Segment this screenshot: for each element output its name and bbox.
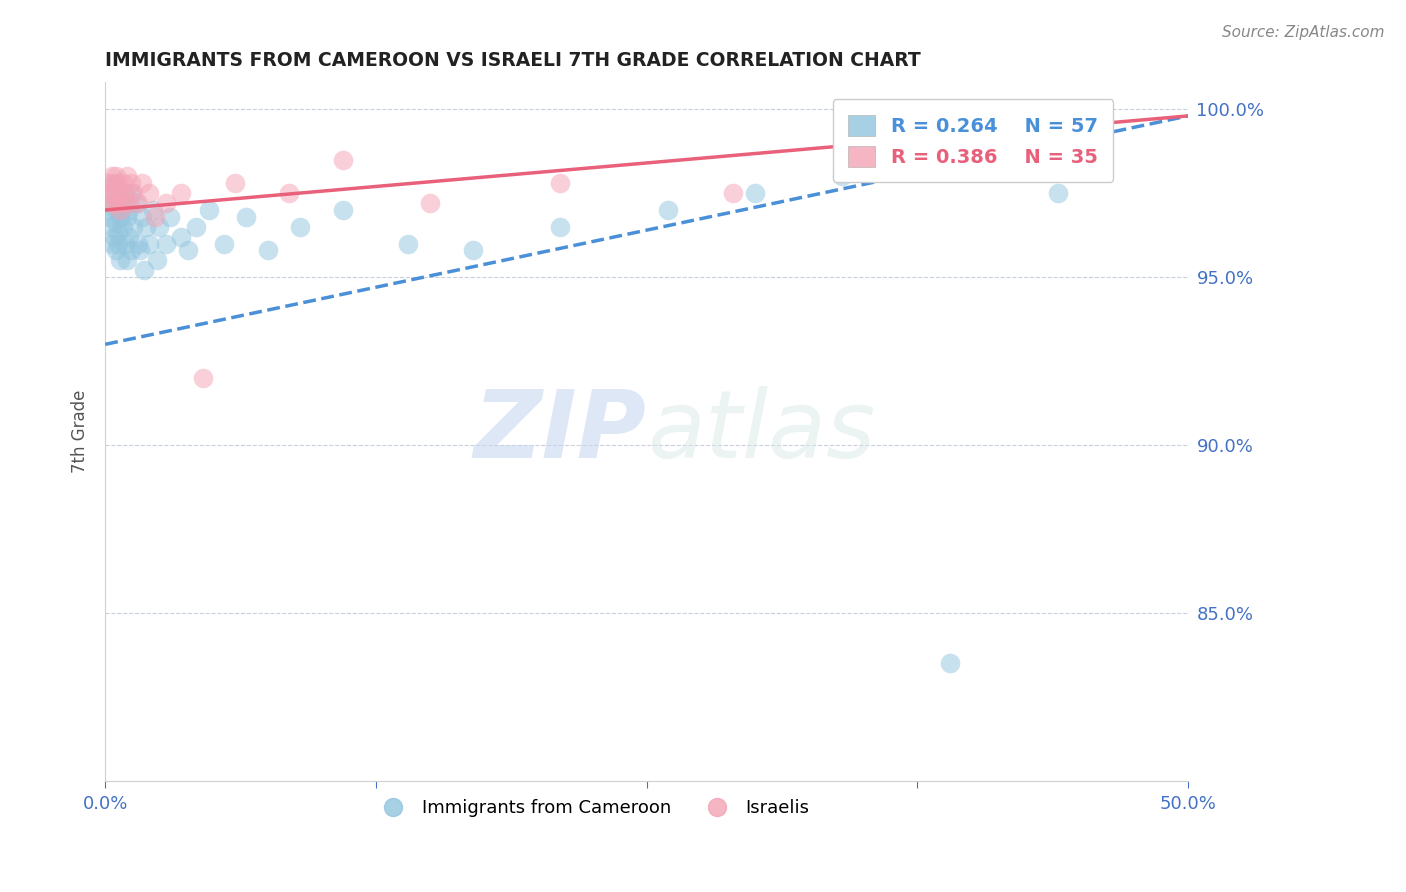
Point: [110, 202, 132, 217]
Point: [146, 253, 169, 268]
Point: [114, 186, 136, 201]
Point: [114, 186, 136, 201]
Point: [103, 176, 125, 190]
Point: [120, 186, 142, 201]
Point: [107, 236, 129, 251]
Point: [396, 236, 419, 251]
Point: [100, 169, 122, 184]
Point: [214, 236, 236, 251]
Point: [176, 244, 198, 258]
Point: [186, 219, 208, 234]
Point: [110, 210, 132, 224]
Point: [155, 236, 177, 251]
Point: [105, 216, 128, 230]
Point: [127, 196, 149, 211]
Point: [155, 196, 177, 211]
Point: [159, 210, 181, 224]
Point: [419, 196, 441, 211]
Point: [105, 169, 128, 184]
Point: [114, 236, 136, 251]
Point: [115, 253, 138, 268]
Point: [332, 202, 354, 217]
Point: [111, 202, 134, 217]
Point: [191, 371, 214, 385]
Point: [98, 186, 121, 201]
Point: [103, 176, 125, 190]
Point: [939, 657, 962, 671]
Point: [744, 186, 766, 201]
Point: [100, 236, 122, 251]
Point: [723, 186, 745, 201]
Point: [1090, 119, 1112, 133]
Point: [127, 236, 149, 251]
Point: [115, 169, 138, 184]
Point: [917, 143, 939, 157]
Point: [235, 210, 257, 224]
Point: [120, 244, 142, 258]
Point: [111, 176, 134, 190]
Point: [120, 176, 142, 190]
Y-axis label: 7th Grade: 7th Grade: [72, 390, 89, 474]
Point: [118, 230, 141, 244]
Point: [96, 202, 118, 217]
Point: [111, 196, 134, 211]
Point: [105, 202, 128, 217]
Point: [131, 210, 153, 224]
Point: [548, 176, 571, 190]
Point: [131, 176, 153, 190]
Point: [135, 219, 157, 234]
Point: [198, 202, 221, 217]
Point: [128, 244, 150, 258]
Point: [122, 219, 145, 234]
Text: atlas: atlas: [647, 386, 875, 477]
Text: Source: ZipAtlas.com: Source: ZipAtlas.com: [1222, 25, 1385, 40]
Text: IMMIGRANTS FROM CAMEROON VS ISRAELI 7TH GRADE CORRELATION CHART: IMMIGRANTS FROM CAMEROON VS ISRAELI 7TH …: [105, 51, 921, 70]
Point: [107, 176, 129, 190]
Text: ZIP: ZIP: [474, 385, 647, 478]
Point: [657, 202, 679, 217]
Point: [278, 186, 301, 201]
Point: [107, 196, 129, 211]
Point: [107, 186, 129, 201]
Point: [110, 196, 132, 211]
Point: [107, 227, 129, 241]
Point: [105, 186, 128, 201]
Point: [98, 196, 121, 211]
Point: [100, 219, 122, 234]
Point: [98, 186, 121, 201]
Point: [122, 186, 145, 201]
Point: [111, 219, 134, 234]
Point: [148, 219, 170, 234]
Point: [138, 236, 160, 251]
Point: [110, 253, 132, 268]
Point: [103, 230, 125, 244]
Point: [143, 210, 166, 224]
Point: [170, 230, 193, 244]
Point: [170, 186, 193, 201]
Point: [463, 244, 485, 258]
Point: [831, 169, 853, 184]
Legend: Immigrants from Cameroon, Israelis: Immigrants from Cameroon, Israelis: [368, 792, 817, 824]
Point: [100, 186, 122, 201]
Point: [105, 244, 128, 258]
Point: [118, 202, 141, 217]
Point: [103, 196, 125, 211]
Point: [224, 176, 246, 190]
Point: [118, 196, 141, 211]
Point: [548, 219, 571, 234]
Point: [96, 176, 118, 190]
Point: [124, 196, 146, 211]
Point: [288, 219, 311, 234]
Point: [142, 202, 165, 217]
Point: [256, 244, 278, 258]
Point: [98, 210, 121, 224]
Point: [138, 186, 160, 201]
Point: [134, 263, 156, 277]
Point: [332, 153, 354, 167]
Point: [1047, 186, 1070, 201]
Point: [115, 210, 138, 224]
Point: [100, 196, 122, 211]
Point: [110, 186, 132, 201]
